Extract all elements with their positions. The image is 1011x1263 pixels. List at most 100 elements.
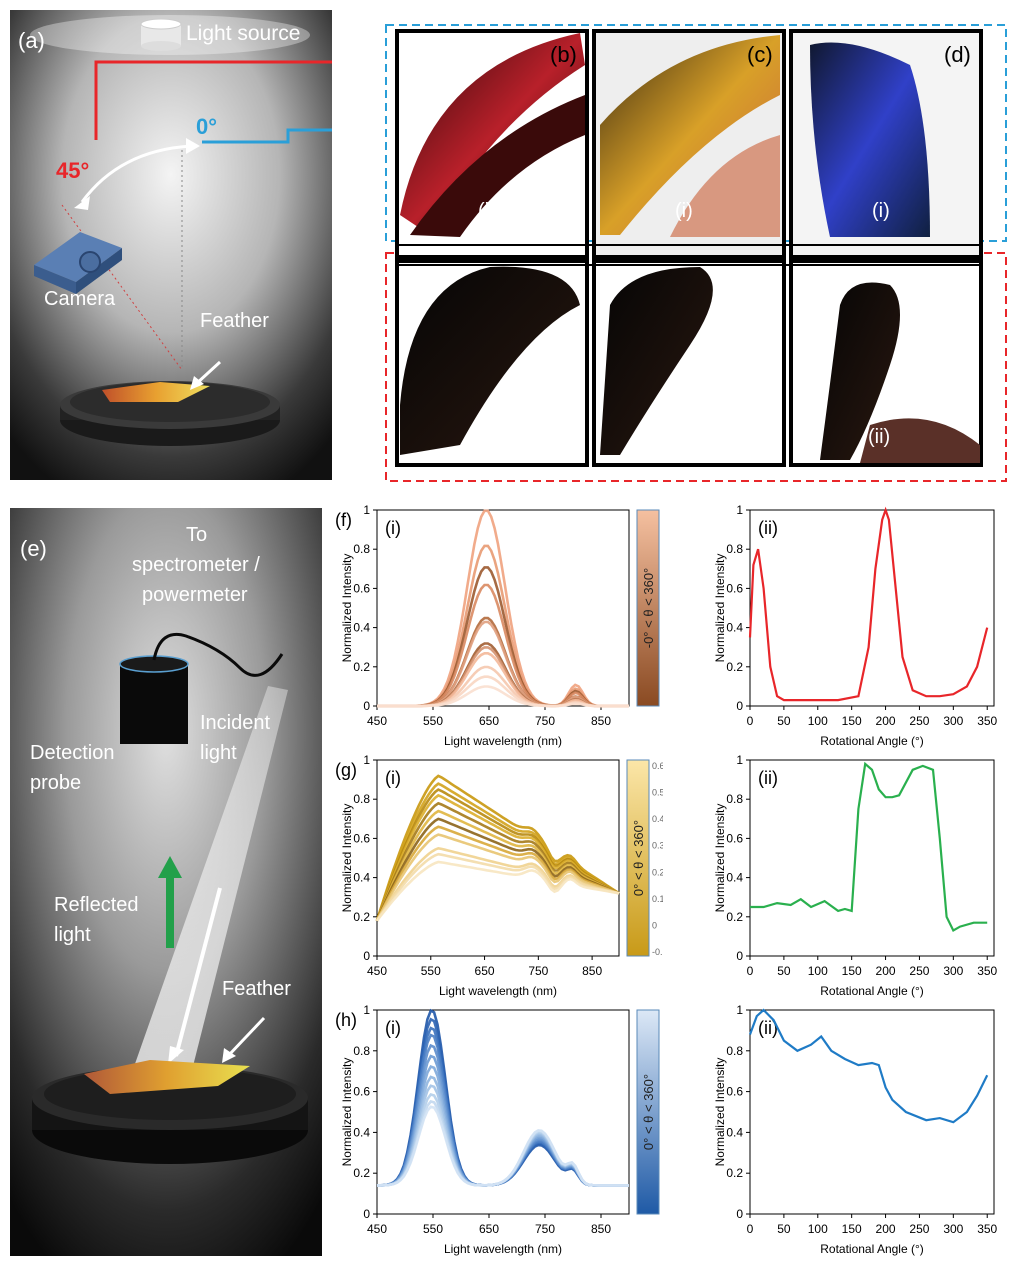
y-tick-label: 0	[736, 699, 743, 713]
photo-c-bottom	[592, 259, 786, 467]
plot-frame	[749, 759, 995, 957]
x-tick-label: 50	[777, 1222, 791, 1236]
spectrum-series	[377, 1065, 629, 1187]
photo-d-bottom-sub: (ii)	[868, 426, 891, 448]
feather-stage	[60, 381, 280, 446]
y-tick-label: 0.4	[353, 871, 370, 885]
x-tick-label: 750	[528, 964, 548, 978]
y-tick-label: 0	[736, 949, 743, 963]
x-tick-label: 550	[423, 714, 443, 728]
x-tick-label: 350	[977, 964, 997, 978]
plot-frame	[749, 1009, 995, 1215]
angle-45-label: 45°	[56, 158, 90, 183]
sub-panel-label: (ii)	[758, 1018, 778, 1038]
y-tick-label: 0.2	[353, 910, 370, 924]
panel-label: (h)	[335, 1010, 357, 1030]
sub-panel-label: (i)	[385, 768, 401, 788]
y-tick-label: 0.2	[353, 1166, 370, 1180]
x-tick-label: 250	[909, 714, 929, 728]
spectrum-series	[376, 1017, 629, 1187]
y-tick-label: 0.4	[726, 871, 743, 885]
light-source-icon	[140, 18, 182, 51]
y-tick-label: 0.2	[726, 910, 743, 924]
panel-a: (a) Light source 45° 0° Camera Feather	[10, 10, 372, 480]
x-tick-label: 350	[977, 1222, 997, 1236]
y-tick-label: 0.8	[726, 1044, 743, 1058]
x-tick-label: 300	[943, 1222, 963, 1236]
y-tick-label: 0.2	[353, 660, 370, 674]
y-axis-label: Normalized Intensity	[713, 804, 727, 913]
y-tick-label: 1	[363, 1003, 370, 1017]
x-tick-label: 200	[876, 1222, 896, 1236]
x-tick-label: 350	[977, 714, 997, 728]
colorbar	[626, 759, 650, 957]
sub-panel-label: (i)	[385, 518, 401, 538]
spectrum-series	[377, 642, 629, 708]
y-axis-label: Normalized Intensity	[340, 554, 354, 663]
angle-0-label: 0°	[196, 114, 218, 139]
x-tick-label: 850	[591, 714, 611, 728]
spectrum-series	[377, 1075, 629, 1187]
series-line	[748, 506, 989, 702]
y-tick-label: 1	[736, 753, 743, 767]
y-tick-label: 0.8	[726, 542, 743, 556]
x-tick-label: 100	[808, 714, 828, 728]
detection-probe-line1: Detection	[30, 742, 115, 764]
detection-probe-icon	[119, 633, 284, 744]
y-tick-label: 0	[363, 699, 370, 713]
x-tick-label: 200	[876, 714, 896, 728]
photo-d-bottom	[789, 259, 983, 467]
x-tick-label: 150	[842, 964, 862, 978]
y-axis-label: Normalized Intensity	[340, 804, 354, 913]
panel-e-illustration	[10, 508, 322, 1256]
chart-f-i: 0 0.2 0.4 0.6 0.8 1 450 550 650 750 850 Light wavel…	[335, 503, 660, 748]
panel-label: (g)	[335, 760, 357, 780]
spectrum-series	[377, 1105, 629, 1187]
sub-panel-label: (ii)	[758, 768, 778, 788]
camera-icon	[34, 232, 122, 294]
x-tick-label: 650	[479, 714, 499, 728]
photo-d-top-sub: (i)	[872, 200, 890, 222]
photo-b-label: (b)	[550, 42, 577, 67]
x-tick-label: 300	[943, 714, 963, 728]
x-tick-label: 150	[842, 714, 862, 728]
spectrum-series	[376, 1033, 629, 1187]
x-axis-label: Light wavelength (nm)	[439, 984, 557, 998]
to-spectrometer-line3: powermeter	[142, 584, 248, 606]
y-tick-label: 0.6	[726, 581, 743, 595]
spectrum-series	[375, 833, 620, 922]
y-tick-label: 0.8	[353, 1044, 370, 1058]
spectrum-series	[375, 852, 620, 922]
feather-stage-e	[32, 1060, 308, 1164]
sub-panel-label: (i)	[385, 1018, 401, 1038]
photo-b-top-sub: (i)	[478, 200, 496, 222]
spectrum-series	[376, 1043, 629, 1187]
x-tick-label: 250	[909, 964, 929, 978]
y-tick-label: 0.2	[726, 1166, 743, 1180]
feather-label-e: Feather	[222, 978, 291, 1000]
photo-d-top	[789, 29, 983, 259]
to-spectrometer-line2: spectrometer /	[132, 554, 260, 576]
x-tick-label: 0	[747, 714, 754, 728]
x-tick-label: 300	[943, 964, 963, 978]
photo-c-top	[592, 29, 786, 259]
spectrum-series	[376, 1026, 629, 1187]
y-axis-label: Normalized Intensity	[713, 554, 727, 663]
sub-panel-label: (ii)	[758, 518, 778, 538]
x-axis-label: Rotational Angle (°)	[820, 1242, 924, 1256]
incident-light-line2: light	[200, 742, 237, 764]
y-tick-label: 0.6	[726, 831, 743, 845]
reflected-light-line1: Reflected	[54, 894, 139, 916]
photo-grid	[385, 24, 1007, 482]
photo-b-top	[395, 29, 589, 259]
x-tick-label: 650	[475, 964, 495, 978]
y-tick-label: 0	[363, 949, 370, 963]
chart-g-ii: 0 0.2 0.4 0.6 0.8 1 0 50 100 150 200 250 300 350 Rotat…	[713, 753, 998, 998]
series-line	[750, 761, 988, 933]
spectrum-series	[375, 825, 620, 922]
blue-arrow-path	[202, 128, 372, 144]
photo-b-bottom	[395, 259, 589, 467]
x-tick-label: 100	[808, 1222, 828, 1236]
photo-c-label: (c)	[747, 42, 773, 67]
y-tick-label: 0.4	[726, 1125, 743, 1139]
